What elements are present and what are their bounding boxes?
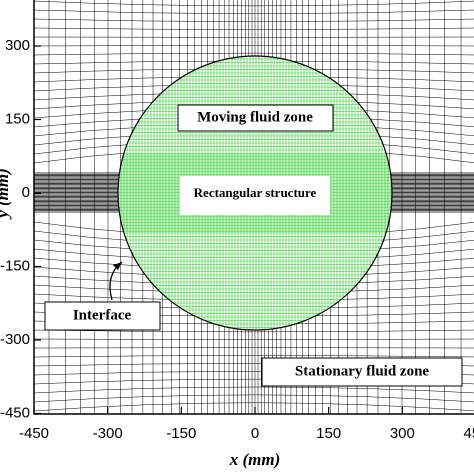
interface-label: Interface	[73, 307, 132, 323]
mesh-line	[34, 18, 474, 22]
mesh-line	[34, 329, 474, 333]
label-box	[261, 357, 463, 387]
mesh-line	[34, 45, 474, 47]
arrow-head	[113, 262, 122, 270]
x-tick-label: 0	[251, 425, 259, 442]
mesh-line	[34, 394, 474, 403]
mesh-line	[34, 402, 474, 412]
mesh-line	[34, 27, 474, 30]
y-axis-label: y (mm)	[0, 168, 12, 220]
y-tick-label: -450	[0, 404, 30, 421]
x-tick-label: 150	[316, 425, 341, 442]
y-tick-label: -300	[0, 331, 30, 348]
mesh-line	[34, 355, 474, 358]
interface-circle	[117, 55, 393, 331]
x-axis-label: x (mm)	[229, 450, 281, 469]
structure-label: Rectangular structure	[194, 185, 317, 200]
label-box	[44, 301, 161, 331]
x-tick-label: 300	[390, 425, 415, 442]
x-tick-label: -450	[19, 425, 49, 442]
zone-label: Moving fluid zone	[197, 109, 313, 125]
x-tick-label: -150	[166, 425, 196, 442]
mesh-line	[34, 386, 474, 394]
y-tick-label: 300	[5, 37, 30, 54]
x-tick-label: -300	[93, 425, 123, 442]
mesh-line	[34, 0, 474, 7]
mesh-line	[34, 52, 474, 56]
y-tick-label: 150	[5, 110, 30, 127]
label-box	[177, 104, 334, 132]
y-tick-label: -150	[0, 257, 30, 274]
mesh-line	[34, 338, 474, 340]
y-tick-label: 0	[22, 184, 30, 201]
plot-frame	[33, 0, 474, 415]
mesh-line	[34, 9, 474, 14]
structure	[180, 176, 330, 215]
zone-label: Stationary fluid zone	[295, 363, 430, 379]
x-tick-label: 450	[463, 425, 474, 442]
